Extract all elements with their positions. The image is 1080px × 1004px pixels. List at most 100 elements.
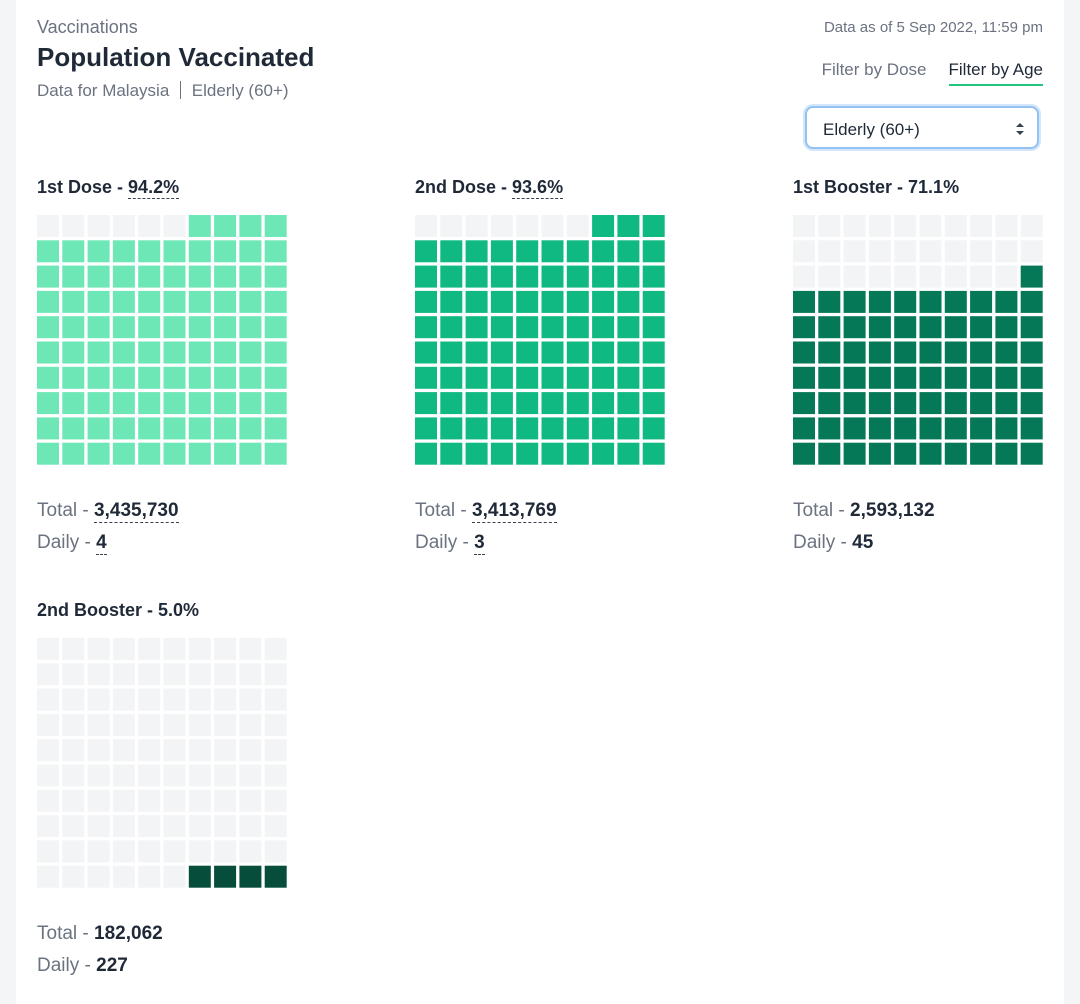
waffle-cell-filled bbox=[62, 442, 85, 465]
waffle-cell-empty bbox=[37, 764, 59, 787]
waffle-cell-empty bbox=[62, 815, 85, 838]
waffle-cell-filled bbox=[440, 366, 463, 389]
waffle-cell-filled bbox=[112, 442, 135, 465]
waffle-cell-empty bbox=[163, 865, 186, 888]
total-value[interactable]: 3,435,730 bbox=[94, 500, 179, 523]
total-label: Total - bbox=[37, 500, 95, 521]
waffle-cell-filled bbox=[138, 316, 161, 339]
waffle-cell-filled bbox=[62, 240, 85, 263]
waffle-cell-filled bbox=[1020, 265, 1043, 288]
waffle-cell-empty bbox=[62, 638, 85, 660]
waffle-cell-filled bbox=[793, 290, 815, 313]
vaccination-panel: Vaccinations Population Vaccinated Data … bbox=[16, 0, 1064, 1004]
waffle-cell-filled bbox=[415, 417, 437, 440]
waffle-cell-empty bbox=[87, 638, 110, 660]
daily-value[interactable]: 4 bbox=[96, 532, 107, 555]
waffle-cell-empty bbox=[239, 789, 262, 812]
waffle-cell-filled bbox=[894, 316, 917, 339]
waffle-cell-empty bbox=[112, 865, 135, 888]
waffle-cell-filled bbox=[541, 442, 564, 465]
waffle-cell-filled bbox=[995, 366, 1018, 389]
waffle-cell-filled bbox=[188, 265, 211, 288]
waffle-cell-filled bbox=[87, 366, 110, 389]
dose-card-1st-dose: 1st Dose - 94.2% Total - 3,435,730 Daily… bbox=[37, 177, 289, 555]
waffle-cell-empty bbox=[868, 265, 891, 288]
waffle-cell-filled bbox=[490, 316, 513, 339]
card-title: 1st Booster - 71.1% bbox=[793, 177, 1045, 201]
waffle-cell-filled bbox=[617, 417, 640, 440]
waffle-cell-empty bbox=[239, 815, 262, 838]
waffle-cell-filled bbox=[868, 417, 891, 440]
waffle-cell-empty bbox=[87, 789, 110, 812]
waffle-cell-filled bbox=[566, 265, 589, 288]
waffle-cell-filled bbox=[617, 316, 640, 339]
waffle-cell-filled bbox=[62, 290, 85, 313]
waffle-cell-empty bbox=[188, 713, 211, 736]
waffle-cell-filled bbox=[642, 366, 665, 389]
waffle-cell-filled bbox=[490, 265, 513, 288]
waffle-cell-filled bbox=[37, 290, 59, 313]
tab-filter-by-age[interactable]: Filter by Age bbox=[948, 60, 1043, 86]
select-arrows-icon bbox=[1016, 123, 1024, 135]
waffle-cell-filled bbox=[642, 215, 665, 237]
waffle-cell-filled bbox=[264, 417, 287, 440]
waffle-cell-empty bbox=[163, 713, 186, 736]
waffle-cell-filled bbox=[516, 290, 539, 313]
waffle-cell-filled bbox=[264, 240, 287, 263]
card-dose-name: 2nd Booster bbox=[37, 600, 143, 620]
waffle-cell-filled bbox=[944, 417, 967, 440]
waffle-cell-empty bbox=[37, 663, 59, 686]
waffle-cell-filled bbox=[264, 265, 287, 288]
waffle-cell-filled bbox=[592, 417, 615, 440]
tab-filter-by-dose[interactable]: Filter by Dose bbox=[821, 60, 927, 79]
waffle-cell-filled bbox=[919, 341, 942, 364]
waffle-cell-filled bbox=[264, 366, 287, 389]
card-percent[interactable]: 93.6% bbox=[512, 177, 564, 199]
waffle-cell-filled bbox=[894, 290, 917, 313]
waffle-cell-empty bbox=[163, 739, 186, 762]
waffle-cell-empty bbox=[793, 240, 815, 263]
waffle-cell-filled bbox=[163, 417, 186, 440]
waffle-cell-empty bbox=[62, 663, 85, 686]
card-dose-name: 1st Dose bbox=[37, 177, 113, 197]
waffle-cell-empty bbox=[541, 215, 564, 237]
waffle-cell-filled bbox=[138, 417, 161, 440]
waffle-cell-empty bbox=[62, 739, 85, 762]
waffle-cell-filled bbox=[87, 240, 110, 263]
waffle-cell-empty bbox=[239, 688, 262, 711]
waffle-cell-filled bbox=[894, 341, 917, 364]
waffle-cell-empty bbox=[62, 789, 85, 812]
waffle-cell-filled bbox=[214, 240, 237, 263]
waffle-cell-filled bbox=[239, 215, 262, 237]
waffle-cell-filled bbox=[1020, 316, 1043, 339]
daily-value[interactable]: 3 bbox=[474, 532, 485, 555]
waffle-cell-filled bbox=[415, 341, 437, 364]
waffle-cell-filled bbox=[868, 392, 891, 415]
waffle-cell-filled bbox=[516, 240, 539, 263]
waffle-grid bbox=[793, 215, 1043, 465]
waffle-cell-empty bbox=[465, 215, 488, 237]
waffle-cell-filled bbox=[1020, 366, 1043, 389]
waffle-cell-filled bbox=[188, 865, 211, 888]
age-group-select[interactable]: Elderly (60+) bbox=[805, 106, 1039, 149]
waffle-cell-filled bbox=[188, 290, 211, 313]
waffle-cell-filled bbox=[793, 392, 815, 415]
total-label: Total - bbox=[793, 500, 851, 521]
waffle-cell-filled bbox=[566, 240, 589, 263]
waffle-cell-filled bbox=[642, 290, 665, 313]
waffle-cell-filled bbox=[440, 392, 463, 415]
waffle-cell-filled bbox=[970, 417, 993, 440]
card-percent[interactable]: 94.2% bbox=[128, 177, 180, 199]
waffle-cell-filled bbox=[264, 442, 287, 465]
waffle-cell-filled bbox=[163, 240, 186, 263]
waffle-cell-filled bbox=[1020, 290, 1043, 313]
total-value[interactable]: 3,413,769 bbox=[472, 500, 557, 523]
card-total: Total - 3,413,769 bbox=[415, 500, 557, 523]
waffle-cell-filled bbox=[239, 316, 262, 339]
waffle-cell-empty bbox=[944, 215, 967, 237]
waffle-cell-filled bbox=[642, 442, 665, 465]
waffle-cell-filled bbox=[894, 366, 917, 389]
waffle-cell-empty bbox=[188, 815, 211, 838]
waffle-cell-empty bbox=[894, 240, 917, 263]
waffle-cell-filled bbox=[944, 442, 967, 465]
